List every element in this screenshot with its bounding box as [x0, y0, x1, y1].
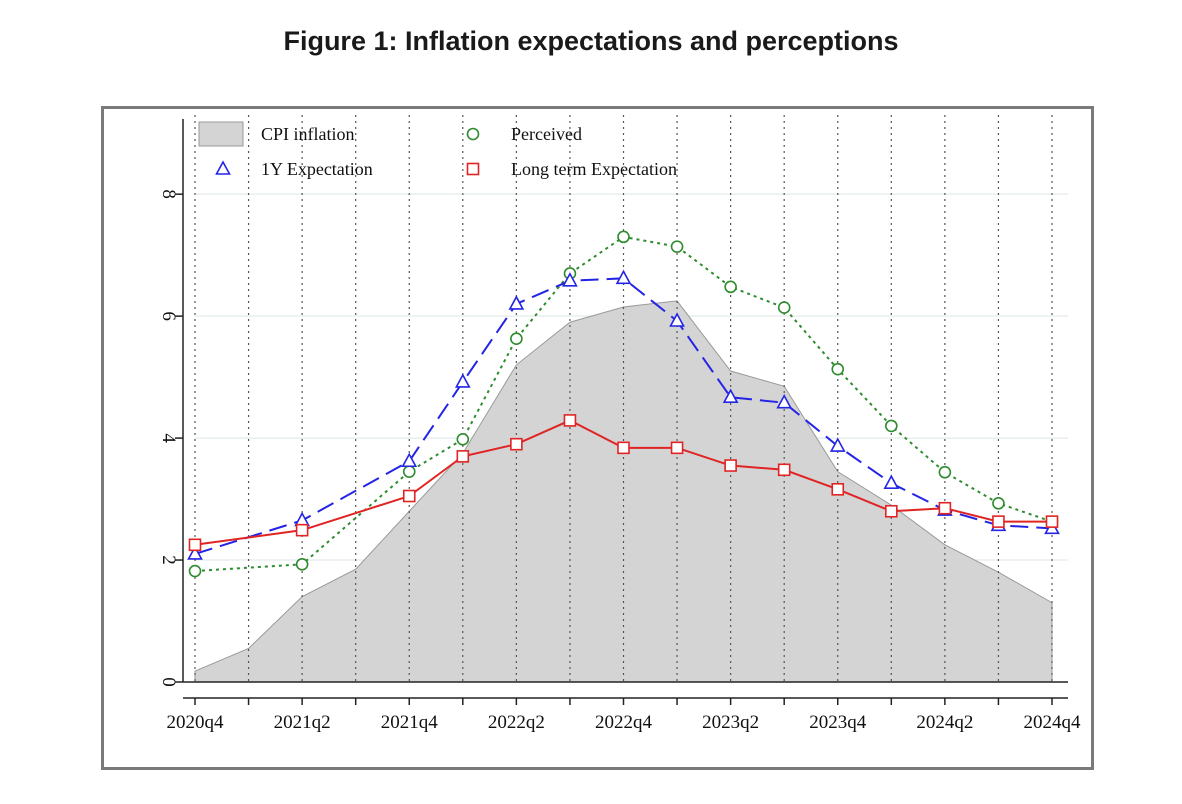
long-term-expectation-point [617, 441, 630, 455]
long-term-expectation-point [402, 489, 416, 503]
perceived-point [992, 497, 1005, 510]
perceived-line [194, 235, 1053, 573]
1y-expectation-point [883, 474, 900, 490]
perceived-point [885, 419, 898, 433]
perceived-point [670, 240, 684, 253]
x-tick-label: 2024q4 [1024, 712, 1082, 733]
1y-expectation-point [562, 272, 578, 287]
perceived-point [510, 332, 523, 345]
perceived-point [617, 230, 630, 244]
long-term-expectation-legend-marker [466, 162, 480, 176]
1y-expectation-point [722, 388, 739, 404]
long-term-expectation-point [777, 463, 791, 477]
perceived-point [777, 301, 791, 314]
long-term-expectation-point [885, 504, 898, 518]
1y-expectation-legend-marker [215, 160, 231, 175]
perceived-point [456, 433, 470, 446]
perceived-point [188, 564, 202, 578]
1y-expectation-point [294, 511, 310, 527]
1y-expectation-point [454, 373, 471, 388]
perceived-legend-label: Perceived [511, 124, 582, 144]
figure-title: Figure 1: Inflation expectations and per… [283, 26, 899, 56]
1y-expectation-point [508, 295, 525, 310]
long-term-expectation-point [563, 414, 577, 427]
cpi-inflation-legend-label: CPI inflation [261, 124, 355, 144]
long-term-expectation-point [724, 459, 737, 472]
y-tick-label: 6 [158, 311, 179, 321]
perceived-point [402, 465, 416, 478]
chart-frame: 0 2 4 6 8 2020q4 2021q2 2021q4 2022q2 2022q4 2023q… [101, 106, 1094, 770]
y-tick-label: 2 [158, 555, 179, 565]
1y-expectation-point [187, 545, 203, 560]
x-tick-label: 2024q2 [916, 712, 973, 733]
y-tick-label: 0 [158, 677, 179, 687]
perceived-point [831, 362, 845, 376]
cpi-inflation-area [194, 300, 1053, 683]
long-term-expectation-point [1045, 515, 1059, 528]
x-tick-label: 2021q4 [381, 712, 439, 733]
x-tick-label: 2020q4 [167, 712, 225, 733]
long-term-expectation-legend-label: Long term Expectation [511, 159, 677, 179]
long-term-expectation-point [992, 515, 1005, 528]
x-tick-label: 2023q2 [702, 712, 759, 733]
1y-expectation-point [776, 394, 793, 409]
long-term-expectation-point [510, 437, 523, 451]
perceived-point [938, 465, 952, 479]
1y-expectation-point [615, 269, 632, 285]
x-tick-label: 2023q4 [809, 712, 867, 733]
x-tick-label: 2022q2 [488, 712, 545, 733]
long-term-expectation-point [938, 501, 952, 515]
long-term-expectation-point [670, 441, 684, 455]
x-tick-label: 2022q4 [595, 712, 653, 733]
y-tick-label: 8 [158, 189, 179, 199]
long-term-expectation-point [295, 523, 309, 537]
perceived-point [295, 558, 309, 571]
long-term-expectation-point [188, 538, 202, 552]
y-tick-label: 4 [158, 433, 179, 443]
1y-expectation-point [829, 437, 846, 452]
perceived-point [724, 280, 737, 294]
1y-expectation-point [401, 452, 418, 468]
1y-expectation-legend-label: 1Y Expectation [261, 159, 373, 179]
cpi-inflation-legend-swatch [198, 121, 244, 147]
perceived-legend-marker [466, 127, 480, 141]
1y-expectation-point [669, 312, 685, 327]
long-term-expectation-point [831, 483, 845, 496]
chart-plot: 0 2 4 6 8 2020q4 2021q2 2021q4 2022q2 2022q4 2023q… [158, 115, 1082, 733]
long-term-expectation-point [456, 450, 470, 463]
x-tick-label: 2021q2 [274, 712, 331, 733]
